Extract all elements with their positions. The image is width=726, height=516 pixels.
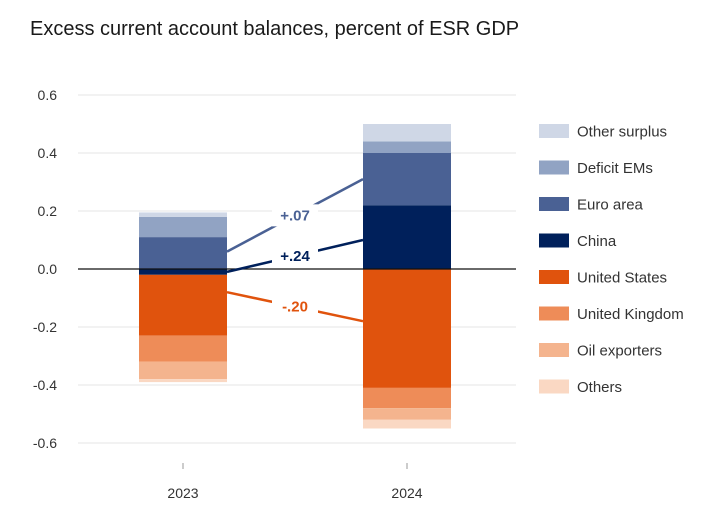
bar-2023-deficit-ems bbox=[139, 216, 227, 238]
legend-label-china: China bbox=[577, 233, 617, 250]
y-tick-label: 0.6 bbox=[38, 87, 58, 103]
legend-swatch-united-kingdom bbox=[539, 306, 569, 321]
legend-label-others: Others bbox=[577, 379, 622, 396]
legend-label-united-kingdom: United Kingdom bbox=[577, 306, 684, 323]
legend-label-deficit-ems: Deficit EMs bbox=[577, 160, 653, 177]
legend: Other surplus Deficit EMs Euro area China Un… bbox=[539, 124, 684, 396]
legend-swatch-euro-area bbox=[539, 197, 569, 211]
bar-2023-other-surplus bbox=[139, 212, 227, 217]
y-tick-label: 0.4 bbox=[38, 145, 58, 161]
y-tick-label: 0.2 bbox=[38, 203, 58, 219]
legend-label-oil-exporters: Oil exporters bbox=[577, 343, 662, 360]
y-tick-label: -0.6 bbox=[33, 435, 57, 451]
chart-title: Excess current account balances, percent… bbox=[30, 18, 520, 40]
bar-2024-others bbox=[363, 419, 451, 429]
x-tick-label: 2024 bbox=[391, 485, 422, 501]
bar-2024-united-states bbox=[363, 269, 451, 388]
y-tick-label: -0.4 bbox=[33, 377, 57, 393]
legend-label-euro-area: Euro area bbox=[577, 197, 644, 214]
legend-swatch-others bbox=[539, 379, 569, 394]
legend-label-other-surplus: Other surplus bbox=[577, 124, 667, 141]
bars bbox=[139, 124, 451, 429]
legend-swatch-oil-exporters bbox=[539, 343, 569, 357]
legend-swatch-united-states bbox=[539, 270, 569, 284]
legend-label-united-states: United States bbox=[577, 270, 667, 287]
annotation-label: -.20 bbox=[282, 299, 308, 316]
y-tick-label: 0.0 bbox=[38, 261, 58, 277]
bar-2024-deficit-ems bbox=[363, 141, 451, 153]
annotation-label-bg bbox=[272, 204, 318, 227]
legend-swatch-other-surplus bbox=[539, 124, 569, 138]
bar-2024-oil-exporters bbox=[363, 408, 451, 420]
bar-2023-oil-exporters bbox=[139, 361, 227, 380]
bar-2023-others bbox=[139, 379, 227, 383]
bar-2023-china bbox=[139, 269, 227, 275]
annotations: +.07 +.24 -.20 bbox=[226, 177, 364, 323]
annotation-label-bg bbox=[272, 295, 318, 318]
legend-swatch-deficit-ems bbox=[539, 160, 569, 175]
bar-2023-united-states bbox=[139, 274, 227, 336]
legend-swatch-china bbox=[539, 233, 569, 248]
y-tick-label: -0.2 bbox=[33, 319, 57, 335]
bar-2023-united-kingdom bbox=[139, 335, 227, 362]
bar-2024-euro-area bbox=[363, 153, 451, 206]
annotation-label: +.24 bbox=[280, 248, 310, 265]
axes: 0.6 0.4 0.2 0.0 -0.2 -0.4 -0.6 2023 2024 bbox=[33, 87, 423, 501]
bar-2024-china bbox=[363, 205, 451, 269]
annotation-label-bg bbox=[272, 244, 318, 267]
bar-2024-other-surplus bbox=[363, 124, 451, 142]
annotation-label: +.07 bbox=[280, 207, 310, 224]
bar-2024-united-kingdom bbox=[363, 387, 451, 409]
bar-2023-euro-area bbox=[139, 237, 227, 269]
x-tick-label: 2023 bbox=[167, 485, 198, 501]
